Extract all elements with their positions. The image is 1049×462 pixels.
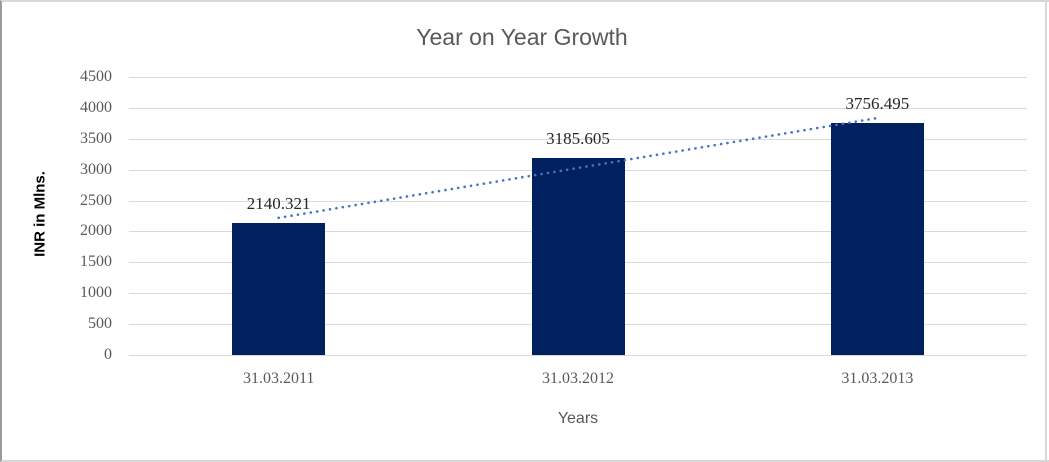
y-axis-tick-label: 1000 <box>80 284 112 301</box>
y-axis-tick-label: 0 <box>104 346 112 363</box>
bar-31.03.2012 <box>531 158 625 355</box>
bar-31.03.2011 <box>232 222 326 355</box>
x-axis-tick-label: 31.03.2013 <box>841 370 914 387</box>
gridline <box>129 355 1027 356</box>
y-axis-tick-label: 3000 <box>80 161 112 178</box>
gridline <box>129 77 1027 78</box>
y-axis-tick-label: 4500 <box>80 68 112 85</box>
spreadsheet-gridline <box>1045 2 1047 460</box>
data-label: 3756.495 <box>845 93 910 113</box>
data-label: 3185.605 <box>546 129 610 149</box>
y-axis-tick-label: 3500 <box>80 130 112 147</box>
chart-title: Year on Year Growth <box>416 24 628 50</box>
y-axis-tick-label: 4000 <box>80 99 112 116</box>
y-axis-tick-label: 2000 <box>80 222 112 239</box>
x-axis-tick-label: 31.03.2012 <box>542 370 614 387</box>
y-axis-tick-label: 500 <box>88 315 112 332</box>
y-axis-tick-label: 2500 <box>80 192 112 209</box>
x-axis-title: Years <box>557 410 599 427</box>
y-axis-tick-label: 1500 <box>80 253 112 270</box>
bar-31.03.2013 <box>830 122 924 355</box>
x-axis-tick-label: 31.03.2011 <box>242 370 315 387</box>
data-label: 2140.321 <box>246 193 311 213</box>
gridline <box>129 108 1027 109</box>
